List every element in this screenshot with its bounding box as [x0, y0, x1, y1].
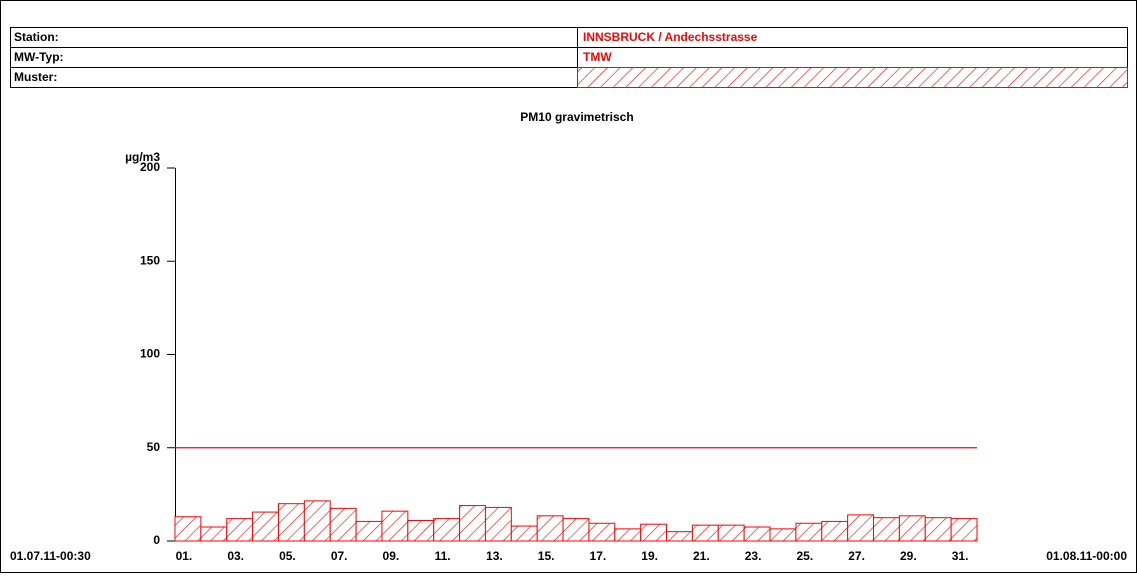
- x-tick-label: 17.: [590, 549, 607, 563]
- x-tick-label: 07.: [331, 549, 348, 563]
- y-tick-label: 150: [140, 253, 160, 267]
- end-label: 01.08.11-00:00: [1046, 549, 1127, 563]
- y-axis-label: µg/m3: [125, 150, 160, 164]
- bar: [200, 526, 228, 542]
- x-tick-label: 15.: [538, 549, 555, 563]
- table-cell: [10, 27, 578, 48]
- bar: [898, 515, 926, 542]
- row-label: MW-Typ:: [14, 50, 64, 64]
- y-tick-label: 200: [140, 160, 160, 174]
- x-tick-label: 19.: [641, 549, 658, 563]
- x-tick-label: 21.: [693, 549, 710, 563]
- bar: [821, 520, 849, 542]
- table-cell: [577, 67, 1128, 88]
- bar: [484, 506, 512, 542]
- x-tick-label: 09.: [383, 549, 400, 563]
- bar: [459, 505, 486, 542]
- y-tick-label: 100: [140, 347, 160, 361]
- row-label: Muster:: [14, 70, 57, 84]
- bar: [252, 511, 279, 542]
- y-tick-label: 50: [147, 440, 161, 454]
- bar: [847, 514, 875, 542]
- row-value: INNSBRUCK / Andechsstrasse: [583, 30, 758, 44]
- x-tick-label: 27.: [848, 549, 865, 563]
- bar: [950, 518, 978, 542]
- x-tick-label: 01.: [176, 549, 193, 563]
- bar: [743, 526, 771, 542]
- bar: [614, 528, 642, 542]
- bar: [407, 519, 435, 542]
- table-cell: [10, 67, 578, 88]
- bar: [691, 524, 719, 542]
- bar: [795, 522, 823, 542]
- bar: [329, 507, 357, 542]
- bar: [536, 515, 564, 542]
- x-tick-label: 23.: [745, 549, 762, 563]
- bar: [924, 517, 952, 542]
- bar: [640, 523, 668, 542]
- bar: [562, 518, 590, 542]
- row-value: TMW: [583, 50, 612, 64]
- bar: [433, 518, 461, 542]
- x-tick-label: 29.: [900, 549, 917, 563]
- x-tick-label: 03.: [227, 549, 244, 563]
- x-tick-label: 11.: [435, 549, 451, 563]
- x-tick-label: 05.: [279, 549, 296, 563]
- bar: [174, 516, 202, 542]
- row-label: Station:: [14, 30, 59, 44]
- x-tick-label: 25.: [796, 549, 813, 563]
- x-tick-label: 31.: [952, 549, 969, 563]
- bar: [588, 522, 616, 542]
- y-tick-label: 0: [153, 533, 160, 547]
- bar: [717, 524, 745, 542]
- start-label: 01.07.11-00:30: [10, 549, 91, 563]
- bar: [666, 531, 693, 542]
- bar: [303, 500, 331, 542]
- table-cell: [10, 47, 578, 68]
- bar: [510, 525, 538, 542]
- bar: [769, 528, 797, 542]
- bar: [355, 520, 383, 542]
- bar: [226, 518, 254, 542]
- bar: [381, 510, 409, 542]
- bar: [873, 517, 900, 542]
- bar: [277, 503, 305, 542]
- x-tick-label: 13.: [486, 549, 503, 563]
- table-cell: [577, 47, 1128, 68]
- chart-title: PM10 gravimetrisch: [520, 110, 633, 124]
